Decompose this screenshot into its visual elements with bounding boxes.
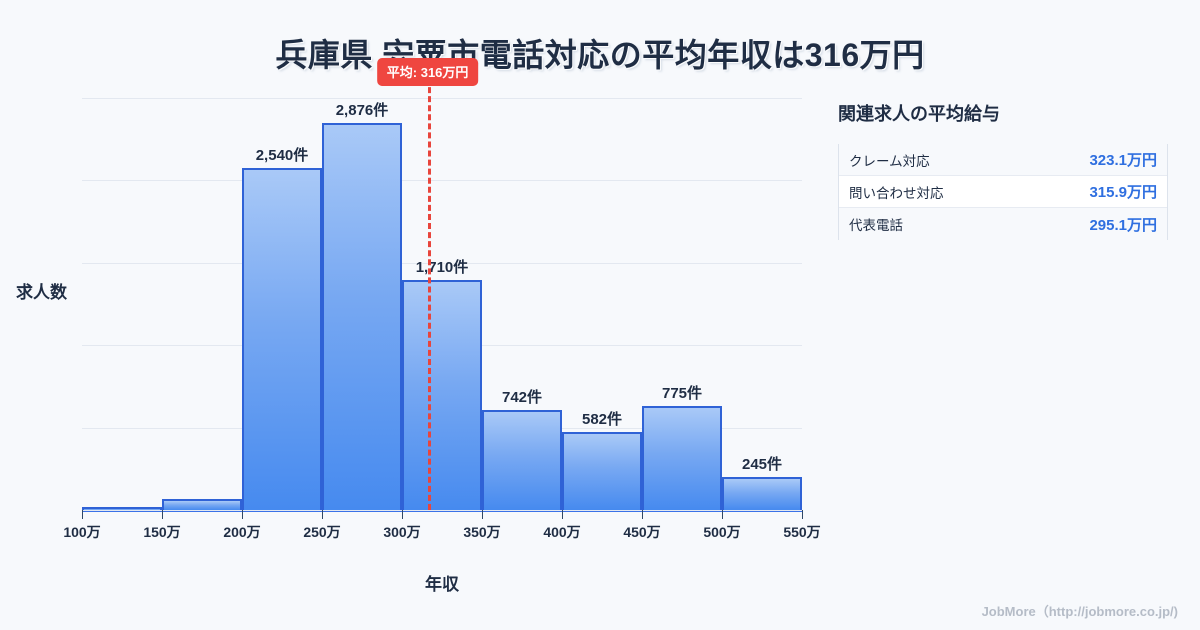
x-axis-tick xyxy=(642,510,643,519)
histogram-bar xyxy=(562,431,642,510)
gridline xyxy=(82,98,802,99)
bar-value-label: 2,540件 xyxy=(255,147,309,164)
table-row-value: 323.1万円 xyxy=(1089,152,1157,169)
bar-value-label: 775件 xyxy=(661,384,703,402)
x-axis-tick xyxy=(322,510,323,519)
chart-container: 求人数 2,540件 2,876件 1,710件 742件 582件 775件 245件 10… xyxy=(16,58,821,594)
x-axis-tick xyxy=(482,510,483,519)
x-axis-tick-label: 250万 xyxy=(303,524,341,540)
x-axis-tick-label: 400万 xyxy=(543,524,581,540)
x-axis-tick xyxy=(722,510,723,519)
x-axis-tick-label: 550万 xyxy=(783,524,821,540)
bar-value-label: 1,710件 xyxy=(415,258,469,276)
bar-value-label: 742件 xyxy=(501,389,543,407)
histogram-bar xyxy=(642,405,722,510)
table-row: 問い合わせ対応 315.9万円 xyxy=(839,176,1167,208)
x-axis-tick-label: 200万 xyxy=(223,524,261,540)
table-row: 代表電話 295.1万円 xyxy=(839,208,1167,240)
histogram-bar xyxy=(322,122,402,510)
plot-area: 2,540件 2,876件 1,710件 742件 582件 775件 245件 100万 15… xyxy=(63,58,821,540)
x-axis-tick xyxy=(162,510,163,519)
table-row-value: 295.1万円 xyxy=(1089,216,1157,234)
x-axis-tick xyxy=(402,510,403,519)
table-row-label: クレーム対応 xyxy=(849,153,930,169)
table-row-label: 問い合わせ対応 xyxy=(849,185,944,201)
histogram-bar xyxy=(722,477,802,510)
y-axis-title: 求人数 xyxy=(16,283,67,302)
x-axis-title: 年収 xyxy=(425,575,459,594)
panel-heading: 関連求人の平均給与 xyxy=(838,104,1000,124)
x-axis-tick-label: 450万 xyxy=(623,524,661,540)
x-axis-tick-label: 350万 xyxy=(463,524,501,540)
table-row: クレーム対応 323.1万円 xyxy=(839,144,1167,176)
x-axis-tick xyxy=(802,510,803,519)
histogram-bar xyxy=(242,168,322,510)
histogram-bar xyxy=(82,507,162,510)
x-axis-baseline xyxy=(82,510,802,512)
average-badge: 平均: 316万円 xyxy=(376,58,479,86)
x-axis-tick-label: 150万 xyxy=(143,524,181,540)
x-axis-tick-label: 100万 xyxy=(63,524,101,540)
histogram-bar xyxy=(162,498,242,510)
x-axis-tick-label: 300万 xyxy=(383,524,421,540)
histogram-bar xyxy=(482,410,562,510)
x-axis-tick xyxy=(82,510,83,519)
histogram-bar xyxy=(402,279,482,510)
average-marker-line xyxy=(427,78,431,510)
related-salary-panel: 関連求人の平均給与 クレーム対応 323.1万円問い合わせ対応 315.9万円代表電… xyxy=(838,100,1168,240)
footer-attribution: JobMore（http://jobmore.co.jp/) xyxy=(981,604,1178,619)
x-axis-tick-label: 500万 xyxy=(703,524,741,540)
x-axis-tick xyxy=(562,510,563,519)
gridline xyxy=(82,262,802,264)
bar-value-label: 245件 xyxy=(741,456,783,473)
x-axis-tick xyxy=(242,510,243,519)
bar-value-label: 2,876件 xyxy=(335,101,389,119)
gridline xyxy=(82,180,802,182)
bar-value-label: 582件 xyxy=(581,410,623,428)
related-salary-table: クレーム対応 323.1万円問い合わせ対応 315.9万円代表電話 295.1万円 xyxy=(838,144,1168,240)
table-row-value: 315.9万円 xyxy=(1089,184,1157,201)
gridline xyxy=(82,510,802,511)
table-row-label: 代表電話 xyxy=(849,218,903,233)
